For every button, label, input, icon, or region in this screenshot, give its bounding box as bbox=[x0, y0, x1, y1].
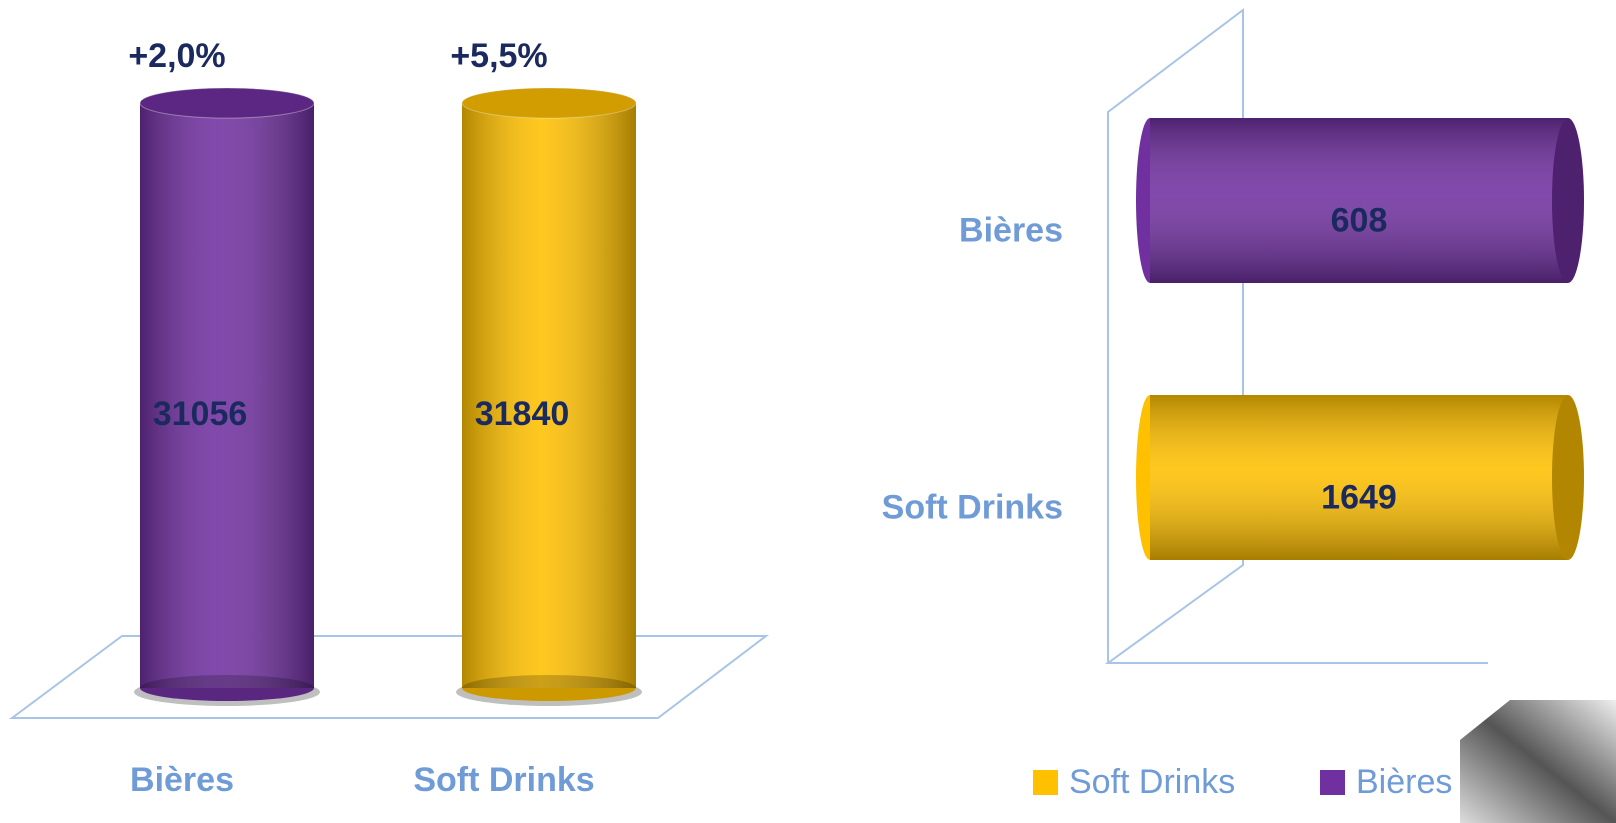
value-label: 31840 bbox=[475, 395, 570, 433]
annotation: +5,5% bbox=[450, 37, 547, 75]
bar-shade bbox=[140, 103, 314, 688]
value-label: 1649 bbox=[1321, 478, 1397, 516]
cylinder-end-shade bbox=[1552, 395, 1584, 560]
bar-shade bbox=[462, 103, 636, 688]
cylinder-end bbox=[1552, 118, 1584, 283]
bar-shade bbox=[1150, 118, 1568, 283]
x-tick-label: Soft Drinks bbox=[413, 761, 594, 799]
cylinder-base-shade bbox=[462, 675, 636, 701]
cylinder-top-shade bbox=[140, 88, 314, 118]
legend-swatch bbox=[1033, 770, 1058, 795]
legend-label: Soft Drinks bbox=[1069, 763, 1235, 801]
cylinder-top bbox=[139, 87, 315, 119]
legend-label: Bières bbox=[1356, 763, 1452, 801]
value-label: 31056 bbox=[153, 395, 248, 433]
legend-swatch bbox=[1320, 770, 1345, 795]
cylinder-end-shade bbox=[1552, 118, 1584, 283]
cylinder-top bbox=[461, 87, 637, 119]
y-tick-label: Bières bbox=[959, 211, 1063, 249]
x-tick-label: Bières bbox=[130, 761, 234, 799]
cylinder-end bbox=[1552, 395, 1584, 560]
bar-shade bbox=[1150, 395, 1568, 560]
y-tick-label: Soft Drinks bbox=[882, 488, 1063, 526]
page-curl bbox=[1460, 700, 1616, 823]
cylinder-top-shade bbox=[462, 88, 636, 118]
wall bbox=[1104, 7, 1488, 664]
value-label: 608 bbox=[1331, 201, 1388, 239]
cylinder-base-shade bbox=[140, 675, 314, 701]
floor bbox=[8, 635, 769, 719]
annotation: +2,0% bbox=[128, 37, 225, 75]
